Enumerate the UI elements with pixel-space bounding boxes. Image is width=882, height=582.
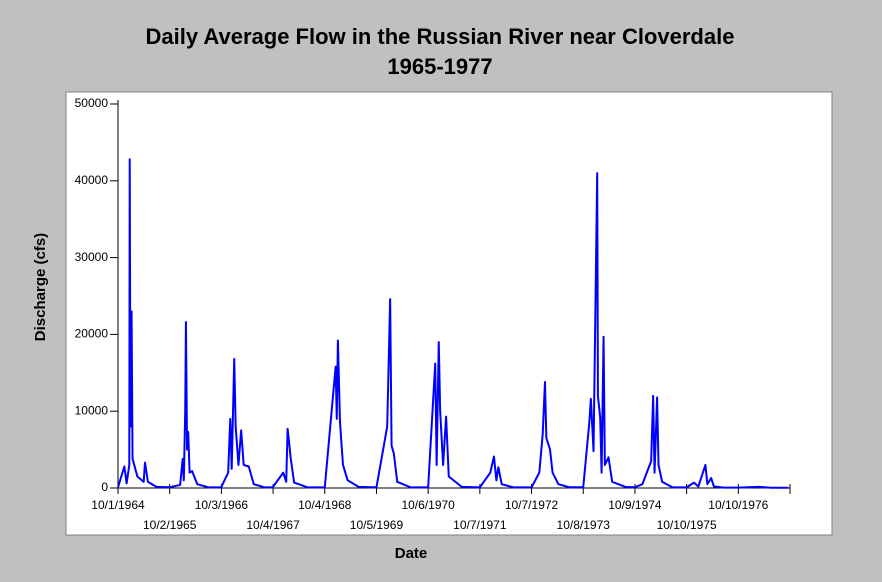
x-tick-label: 10/7/1972 — [505, 498, 559, 512]
y-tick-label: 50000 — [75, 96, 109, 110]
x-tick-label: 10/7/1971 — [453, 518, 507, 532]
x-tick-label: 10/1/1964 — [91, 498, 145, 512]
x-tick-label: 10/8/1973 — [557, 518, 611, 532]
y-tick-label: 30000 — [75, 250, 109, 264]
x-tick-label: 10/4/1967 — [246, 518, 300, 532]
flow-line — [117, 158, 789, 489]
y-tick-label: 20000 — [75, 327, 109, 341]
x-tick-label: 10/2/1965 — [143, 518, 197, 532]
x-tick-label: 10/10/1976 — [708, 498, 768, 512]
y-tick-label: 10000 — [75, 403, 109, 417]
x-tick-label: 10/9/1974 — [608, 498, 662, 512]
y-tick-label: 40000 — [75, 173, 109, 187]
x-tick-label: 10/10/1975 — [657, 518, 717, 532]
x-tick-label: 10/4/1968 — [298, 498, 352, 512]
chart-subtitle: 1965-1977 — [387, 54, 492, 79]
chart-title: Daily Average Flow in the Russian River … — [146, 24, 735, 49]
x-tick-label: 10/5/1969 — [350, 518, 404, 532]
y-axis-label: Discharge (cfs) — [32, 233, 49, 341]
x-tick-label: 10/3/1966 — [195, 498, 249, 512]
y-tick-label: 0 — [101, 480, 108, 494]
x-tick-label: 10/6/1970 — [401, 498, 455, 512]
x-axis-label: Date — [395, 545, 428, 562]
